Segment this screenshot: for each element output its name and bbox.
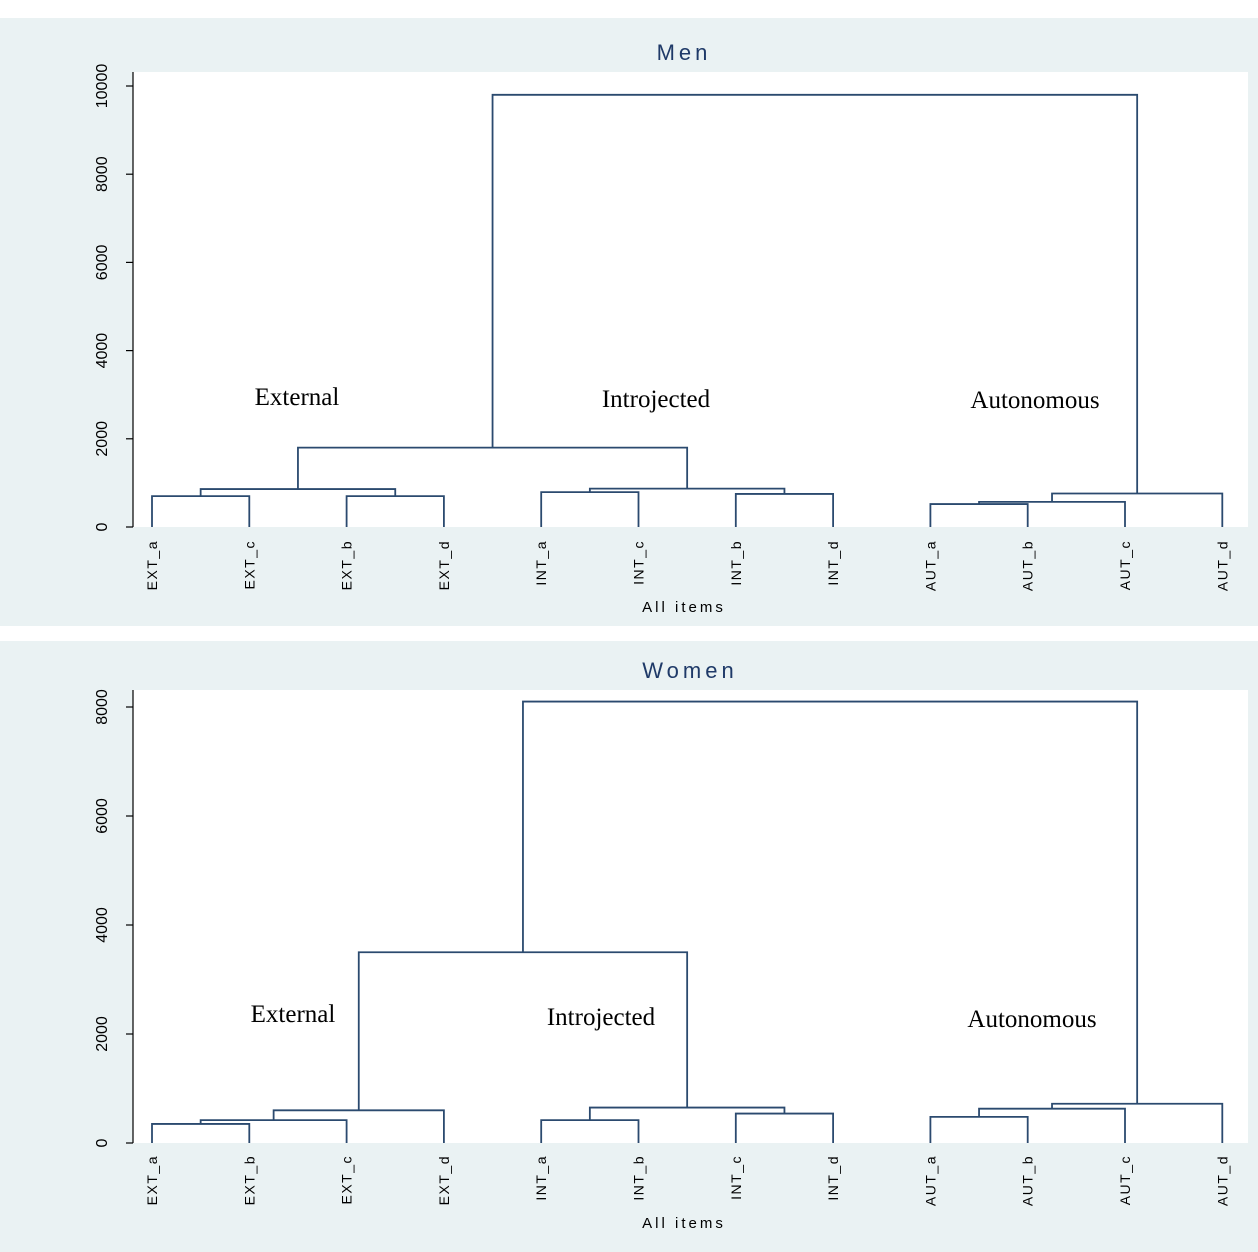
women-leaf-label-3: EXT_d <box>436 1155 452 1205</box>
men-y-tick-label-5: 10000 <box>94 64 111 109</box>
women-cluster-annotation-2: Autonomous <box>967 1006 1096 1033</box>
men-leaf-label-2: EXT_b <box>339 540 355 590</box>
women-leaf-label-7: INT_d <box>825 1155 841 1201</box>
women-leaf-label-10: AUT_c <box>1117 1155 1133 1205</box>
women-cluster-annotation-0: External <box>251 1001 336 1028</box>
men-cluster-annotations: External Introjected Autonomous <box>255 384 1100 414</box>
women-merge-link-11 <box>522 700 1139 1104</box>
women-leaf-labels: EXT_a EXT_b EXT_c EXT_d INT_a INT_b INT_c INT_d… <box>144 1155 1230 1206</box>
women-leaf-label-6: INT_c <box>728 1155 744 1200</box>
women-dendrogram-links <box>151 700 1224 1143</box>
women-leaf-label-2: EXT_c <box>339 1155 355 1205</box>
women-leaf-label-0: EXT_a <box>144 1155 160 1205</box>
men-leaf-label-1: EXT_c <box>241 540 257 590</box>
women-merge-link-9 <box>978 1107 1126 1143</box>
women-cluster-annotations: External Introjected Autonomous <box>251 1001 1097 1033</box>
men-leaf-label-11: AUT_d <box>1214 540 1230 591</box>
women-y-ticks: 0 2000 4000 6000 8000 <box>94 689 133 1147</box>
men-leaf-label-0: EXT_a <box>144 540 160 590</box>
women-leaf-label-1: EXT_b <box>241 1155 257 1205</box>
women-cluster-annotation-1: Introjected <box>547 1004 656 1031</box>
women-y-tick-label-1: 2000 <box>94 1016 111 1052</box>
men-plot-area <box>133 72 1248 527</box>
men-cluster-annotation-0: External <box>255 384 340 411</box>
men-leaf-label-3: EXT_d <box>436 540 452 590</box>
women-y-tick-label-3: 6000 <box>94 798 111 834</box>
men-y-tick-label-4: 8000 <box>94 156 111 192</box>
women-leaf-label-4: INT_a <box>533 1155 549 1201</box>
men-merge-link-11 <box>491 93 1139 494</box>
men-cluster-annotation-1: Introjected <box>602 386 711 413</box>
men-y-tick-label-2: 4000 <box>94 333 111 369</box>
men-leaf-label-8: AUT_a <box>922 540 938 591</box>
women-y-tick-label-2: 4000 <box>94 907 111 943</box>
women-y-tick-label-4: 8000 <box>94 689 111 725</box>
men-y-ticks: 0 2000 4000 6000 8000 10000 <box>94 64 133 531</box>
women-merge-link-1 <box>151 1123 251 1143</box>
women-leaf-label-9: AUT_b <box>1020 1155 1036 1206</box>
men-x-axis-label: All items <box>642 599 726 616</box>
men-y-tick-label-0: 0 <box>94 522 111 531</box>
men-y-tick-label-1: 2000 <box>94 421 111 457</box>
men-leaf-labels: EXT_a EXT_c EXT_b EXT_d INT_a INT_c INT_b INT_d… <box>144 540 1230 591</box>
men-y-tick-label-3: 6000 <box>94 245 111 281</box>
women-leaf-label-5: INT_b <box>631 1155 647 1201</box>
men-leaf-label-5: INT_c <box>631 540 647 585</box>
women-leaf-label-11: AUT_d <box>1214 1155 1230 1206</box>
men-chart-title: Men <box>657 40 712 65</box>
women-leaf-label-8: AUT_a <box>922 1155 938 1206</box>
men-leaf-label-9: AUT_b <box>1020 540 1036 591</box>
men-leaf-label-6: INT_b <box>728 540 744 586</box>
men-cluster-annotation-2: Autonomous <box>970 387 1099 414</box>
men-dendrogram-links <box>151 93 1224 527</box>
men-leaf-label-10: AUT_c <box>1117 540 1133 590</box>
women-y-tick-label-0: 0 <box>94 1138 111 1147</box>
women-chart-title: Women <box>642 658 737 683</box>
women-plot-area <box>133 690 1248 1143</box>
men-leaf-label-4: INT_a <box>533 540 549 586</box>
women-x-axis-label: All items <box>642 1215 726 1232</box>
men-leaf-label-7: INT_d <box>825 540 841 586</box>
